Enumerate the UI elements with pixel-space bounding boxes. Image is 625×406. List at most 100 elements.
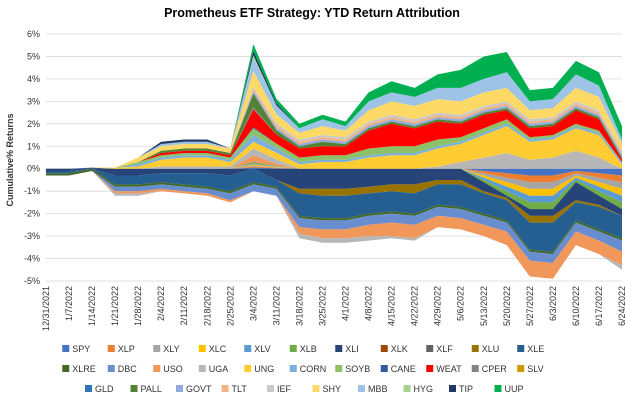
legend-label: HYG [414, 384, 434, 394]
legend-swatch [198, 365, 206, 372]
y-tick-label: 3% [27, 96, 40, 106]
area-corn [46, 123, 622, 169]
legend-swatch [289, 365, 297, 372]
legend-item: CANE [380, 364, 416, 374]
legend-label: WEAT [436, 364, 462, 374]
y-tick-label: 6% [27, 29, 40, 39]
legend-label: XLK [391, 344, 408, 354]
legend-item: SPY [62, 344, 90, 354]
legend-label: SHY [323, 384, 342, 394]
legend-item: XLB [289, 344, 317, 354]
x-tick-label: 1/21/2022 [110, 286, 120, 326]
x-tick-label: 2/18/2022 [202, 286, 212, 326]
legend-swatch [335, 365, 343, 372]
area-uso-negative [46, 171, 622, 279]
y-tick-label: 5% [27, 51, 40, 61]
y-axis-label: Cumulative% Returns [5, 113, 15, 206]
legend-label: XLB [300, 344, 317, 354]
legend-swatch [380, 345, 388, 352]
legend-item: XLV [244, 344, 271, 354]
x-tick-label: 2/4/2022 [156, 286, 166, 321]
legend-swatch [426, 365, 434, 372]
legend-item: HYG [403, 384, 434, 394]
x-tick-label: 6/24/2022 [617, 286, 625, 326]
area-xli-negative [46, 168, 622, 216]
x-tick-label: 5/6/2022 [456, 286, 466, 321]
x-tick-label: 5/27/2022 [525, 286, 535, 326]
legend-swatch [244, 365, 252, 372]
chart-title: Prometheus ETF Strategy: YTD Return Attr… [164, 6, 460, 20]
x-tick-label: 5/20/2022 [502, 286, 512, 326]
legend-swatch [426, 345, 434, 352]
legend-swatch [85, 385, 92, 392]
legend-swatch [471, 345, 479, 352]
legend-item: IEF [267, 384, 292, 394]
legend-swatch [494, 385, 502, 392]
legend-label: XLI [345, 344, 359, 354]
y-tick-label: 0% [27, 164, 40, 174]
legend-item: XLE [517, 344, 544, 354]
legend-swatch [403, 385, 411, 392]
legend-label: XLU [482, 344, 500, 354]
area-xlv-negative [46, 168, 622, 203]
legend-label: XLE [527, 344, 544, 354]
area-soyb [46, 119, 622, 169]
legend-swatch [176, 385, 183, 392]
y-tick-label: -3% [24, 231, 40, 241]
legend-item: XLU [471, 344, 500, 354]
legend-item: UUP [494, 384, 524, 394]
x-tick-label: 3/4/2022 [248, 286, 258, 321]
legend-item: UGA [198, 364, 229, 374]
area-xle-negative [46, 168, 622, 252]
area-shy [46, 71, 622, 169]
legend-swatch [358, 385, 365, 392]
legend-label: TLT [232, 384, 248, 394]
legend-swatch [517, 345, 525, 352]
y-tick-label: 2% [27, 119, 40, 129]
legend-swatch [517, 365, 525, 372]
legend-label: PALL [141, 384, 162, 394]
legend-swatch [153, 345, 161, 352]
legend-swatch [198, 345, 206, 352]
x-tick-label: 6/17/2022 [594, 286, 604, 326]
legend-label: GOVT [186, 384, 212, 394]
y-tick-label: -2% [24, 209, 40, 219]
legend-swatch [130, 385, 138, 392]
legend-swatch [153, 365, 161, 372]
legend-item: XLP [107, 344, 135, 354]
legend-label: UGA [209, 364, 229, 374]
legend-item: XLI [335, 344, 359, 354]
area-spy-negative [46, 168, 622, 176]
area-uup [46, 44, 622, 169]
area-uga [46, 148, 622, 169]
legend-swatch [62, 345, 70, 352]
legend-item: WEAT [426, 364, 462, 374]
x-tick-label: 3/11/2022 [271, 286, 281, 325]
legend-label: TIP [459, 384, 473, 394]
legend-label: DBC [118, 364, 138, 374]
legend-item: XLRE [62, 364, 96, 374]
legend-item: GOVT [176, 384, 212, 394]
legend-swatch [221, 385, 229, 392]
legend-label: SOYB [345, 364, 370, 374]
legend-item: XLC [198, 344, 227, 354]
x-tick-label: 4/22/2022 [410, 286, 420, 326]
legend-item: SHY [312, 384, 342, 394]
legend-item: SOYB [335, 364, 370, 374]
legend-swatch [471, 365, 479, 372]
area-xlp-negative [46, 168, 622, 183]
y-tick-label: -5% [24, 276, 40, 286]
legend-swatch [380, 365, 388, 372]
legend-swatch [289, 345, 297, 352]
x-tick-label: 1/14/2022 [87, 286, 97, 326]
legend-item: CORN [289, 364, 326, 374]
legend-label: USO [163, 364, 183, 374]
legend-item: UNG [244, 364, 274, 374]
legend-label: CANE [391, 364, 416, 374]
legend-label: XLRE [72, 364, 96, 374]
legend-item: CPER [471, 364, 507, 374]
x-tick-label: 2/11/2022 [179, 286, 189, 325]
legend-label: SPY [72, 344, 90, 354]
legend-label: UNG [254, 364, 274, 374]
legend-item: PALL [130, 384, 162, 394]
